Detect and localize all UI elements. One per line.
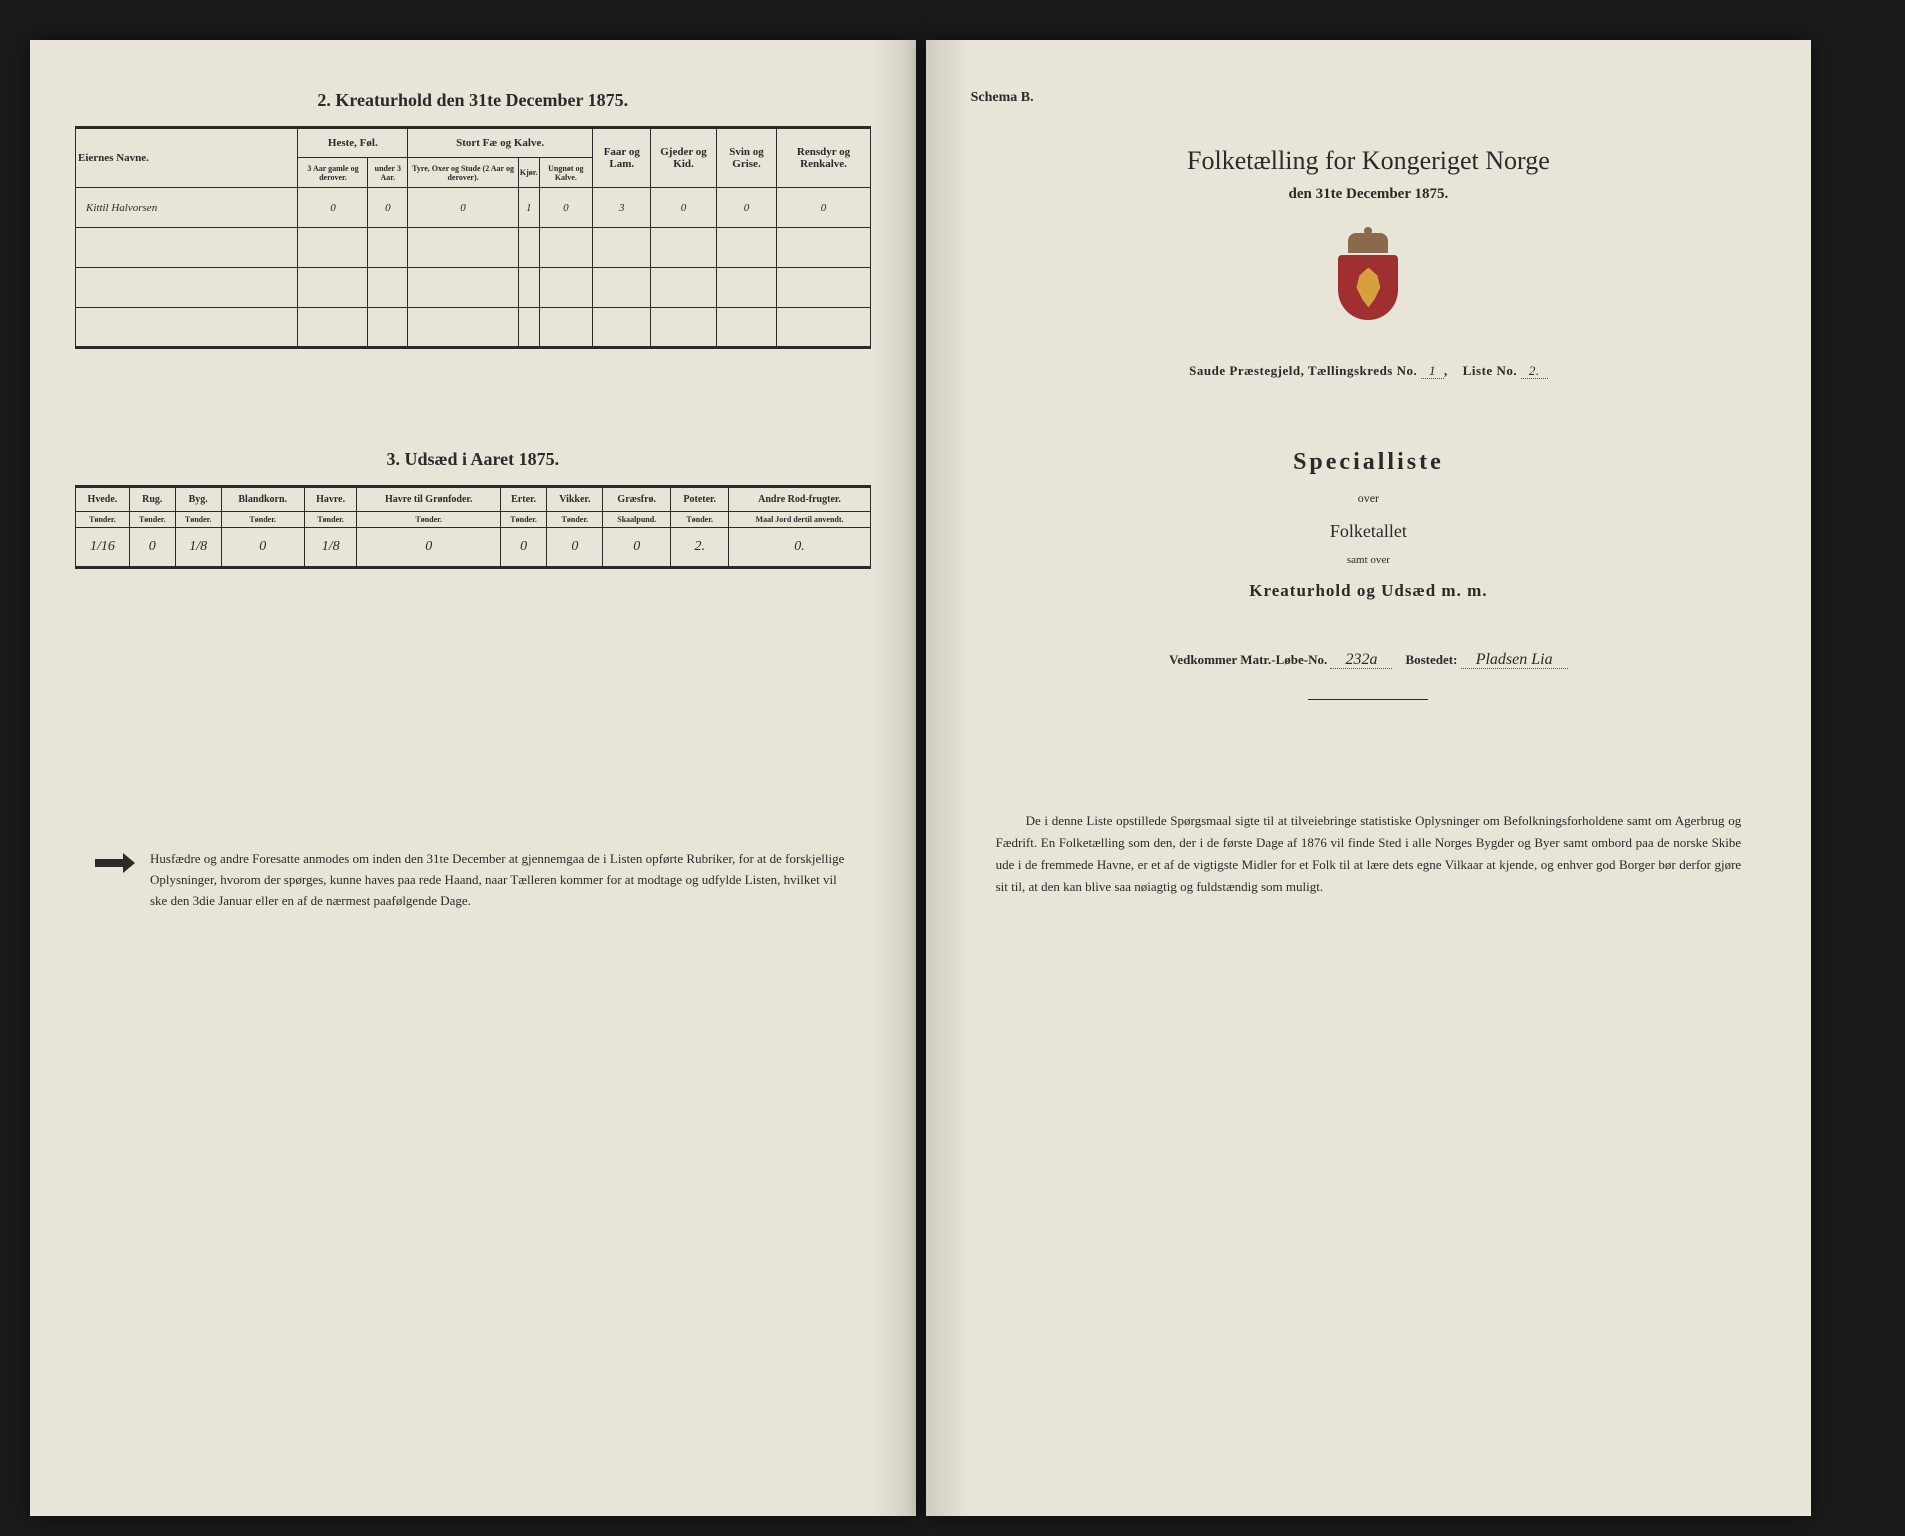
cell: 0 — [547, 528, 603, 568]
cell: 1/8 — [175, 528, 221, 568]
unit: Tønder. — [671, 512, 729, 528]
right-page: Schema B. Folketælling for Kongeriget No… — [926, 40, 1812, 1516]
unit: Tønder. — [500, 512, 546, 528]
liste-no: 2. — [1521, 363, 1548, 379]
col-owner: Eiernes Navne. — [76, 128, 298, 188]
col-bulls: Tyre, Oxer og Stude (2 Aar og derover). — [408, 158, 519, 188]
matr-line: Vedkommer Matr.-Løbe-No. 232a Bostedet: … — [971, 651, 1767, 669]
col-horse-old: 3 Aar gamle og derover. — [298, 158, 368, 188]
main-title: Folketælling for Kongeriget Norge — [971, 146, 1767, 176]
col-peas: Erter. — [500, 487, 546, 512]
col-horses: Heste, Føl. — [298, 128, 408, 158]
crown-icon — [1348, 233, 1388, 253]
table-row — [76, 308, 871, 348]
livestock-table: Eiernes Navne. Heste, Føl. Stort Fæ og K… — [75, 126, 871, 349]
parish-line: Saude Præstegjeld, Tællingskreds No. 1, … — [971, 363, 1767, 379]
parish-no: 1 — [1421, 363, 1444, 379]
table-row: 1/16 0 1/8 0 1/8 0 0 0 0 2. 0. — [76, 528, 871, 568]
cell: 0 — [408, 188, 519, 228]
divider — [1308, 699, 1428, 700]
pointer-icon — [95, 853, 135, 873]
left-page: 2. Kreaturhold den 31te December 1875. E… — [30, 40, 916, 1516]
bosted-value: Pladsen Lia — [1461, 651, 1568, 669]
owner-name: Kittil Halvorsen — [76, 188, 298, 228]
cell: 0 — [129, 528, 175, 568]
col-green-oats: Havre til Grønfoder. — [357, 487, 500, 512]
col-pigs: Svin og Grise. — [716, 128, 777, 188]
cell: 0 — [777, 188, 870, 228]
table-row — [76, 228, 871, 268]
col-horse-young: under 3 Aar. — [368, 158, 408, 188]
cell: 0 — [298, 188, 368, 228]
bottom-paragraph: De i denne Liste opstillede Spørgsmaal s… — [971, 810, 1767, 898]
matr-no: 232a — [1330, 651, 1392, 669]
cell: 3 — [593, 188, 651, 228]
cell: 0 — [603, 528, 671, 568]
col-mixed: Blandkorn. — [221, 487, 304, 512]
census-date: den 31te December 1875. — [971, 186, 1767, 203]
col-cows: Kjør. — [518, 158, 539, 188]
unit: Skaalpund. — [603, 512, 671, 528]
unit: Tønder. — [221, 512, 304, 528]
schema-label: Schema B. — [971, 90, 1767, 106]
unit: Maal Jord dertil anvendt. — [729, 512, 870, 528]
coat-of-arms-icon — [1333, 233, 1403, 323]
samt-over-text: samt over — [971, 554, 1767, 566]
col-reindeer: Rensdyr og Renkalve. — [777, 128, 870, 188]
cell: 1/8 — [304, 528, 357, 568]
col-vetch: Vikker. — [547, 487, 603, 512]
unit: Tønder. — [547, 512, 603, 528]
table-row: Kittil Halvorsen 0 0 0 1 0 3 0 0 0 — [76, 188, 871, 228]
unit: Tønder. — [175, 512, 221, 528]
cell: 0 — [368, 188, 408, 228]
kreatur-heading: Kreaturhold og Udsæd m. m. — [971, 581, 1767, 601]
unit: Tønder. — [304, 512, 357, 528]
folketallet-heading: Folketallet — [971, 521, 1767, 542]
unit: Tønder. — [76, 512, 130, 528]
cell: 0 — [221, 528, 304, 568]
section3-title: 3. Udsæd i Aaret 1875. — [75, 449, 871, 470]
lion-icon — [1353, 268, 1383, 308]
cell: 0 — [539, 188, 592, 228]
cell: 1/16 — [76, 528, 130, 568]
footnote-text: Husfædre og andre Foresatte anmodes om i… — [150, 849, 851, 911]
cell: 0 — [500, 528, 546, 568]
cell: 0. — [729, 528, 870, 568]
specialliste-heading: Specialliste — [971, 449, 1767, 476]
liste-label: Liste No. — [1463, 363, 1517, 378]
col-grass: Græsfrø. — [603, 487, 671, 512]
cell: 0 — [651, 188, 716, 228]
col-roots: Andre Rod-frugter. — [729, 487, 870, 512]
over-text: over — [971, 491, 1767, 506]
cell: 0 — [716, 188, 777, 228]
shield-icon — [1338, 255, 1398, 320]
col-rye: Rug. — [129, 487, 175, 512]
section2-title: 2. Kreaturhold den 31te December 1875. — [75, 90, 871, 111]
unit: Tønder. — [357, 512, 500, 528]
parish-label: Saude Præstegjeld, Tællingskreds No. — [1189, 363, 1417, 378]
col-calves: Ungnøt og Kalve. — [539, 158, 592, 188]
col-sheep: Faar og Lam. — [593, 128, 651, 188]
cell: 2. — [671, 528, 729, 568]
bosted-label: Bostedet: — [1405, 652, 1457, 667]
book-spread: 2. Kreaturhold den 31te December 1875. E… — [0, 0, 1905, 1536]
seed-table: Hvede. Rug. Byg. Blandkorn. Havre. Havre… — [75, 485, 871, 569]
matr-label: Vedkommer Matr.-Løbe-No. — [1169, 652, 1327, 667]
cell: 1 — [518, 188, 539, 228]
col-goats: Gjeder og Kid. — [651, 128, 716, 188]
cell: 0 — [357, 528, 500, 568]
footnote-block: Husfædre og andre Foresatte anmodes om i… — [75, 849, 871, 911]
col-cattle: Stort Fæ og Kalve. — [408, 128, 593, 158]
col-barley: Byg. — [175, 487, 221, 512]
col-wheat: Hvede. — [76, 487, 130, 512]
unit: Tønder. — [129, 512, 175, 528]
col-potato: Poteter. — [671, 487, 729, 512]
table-row — [76, 268, 871, 308]
col-oats: Havre. — [304, 487, 357, 512]
